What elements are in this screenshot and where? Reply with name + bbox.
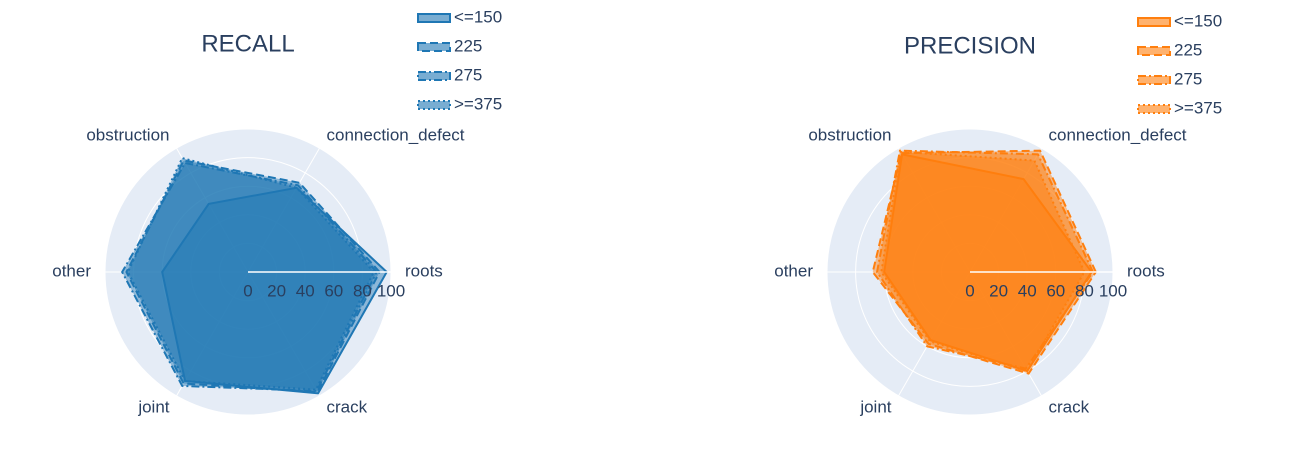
- radial-tick-label: 100: [377, 281, 405, 300]
- category-label: obstruction: [808, 126, 891, 145]
- legend-label: 225: [454, 36, 482, 55]
- category-label: connection_defect: [1049, 126, 1187, 145]
- radial-tick-label: 80: [353, 281, 372, 300]
- category-label: obstruction: [86, 126, 169, 145]
- radial-tick-label: 60: [1046, 281, 1065, 300]
- chart-title: RECALL: [201, 30, 294, 57]
- legend-swatch: [1137, 75, 1171, 85]
- category-label: other: [52, 261, 91, 280]
- legend-label: 275: [1174, 69, 1202, 88]
- angular-grid-line: [969, 271, 1042, 397]
- series-area: [880, 150, 1086, 373]
- radial-tick-label: 20: [267, 281, 286, 300]
- series-area: [875, 149, 1095, 370]
- series-area: [161, 186, 388, 395]
- angular-grid-line: [898, 271, 971, 397]
- category-label: other: [774, 261, 813, 280]
- radial-tick-label: 100: [1099, 281, 1127, 300]
- angular-grid-line: [247, 147, 320, 273]
- legend-swatch: [417, 71, 451, 81]
- legend-swatch: [417, 100, 451, 110]
- radial-tick-label: 0: [243, 281, 252, 300]
- legend-label: >=375: [454, 94, 502, 113]
- category-label: roots: [405, 261, 443, 280]
- chart-title: PRECISION: [904, 32, 1036, 59]
- legend-swatch: [417, 42, 451, 52]
- category-label: crack: [327, 397, 368, 416]
- series-area: [871, 149, 1097, 375]
- radial-tick-label: 20: [989, 281, 1008, 300]
- legend-swatch: [417, 13, 451, 23]
- angular-grid-line: [247, 271, 320, 397]
- angular-grid-line: [176, 271, 249, 397]
- legend-swatch: [1137, 17, 1171, 27]
- series-area: [126, 156, 376, 391]
- series-area: [883, 153, 1093, 373]
- radial-tick-label: 40: [1018, 281, 1037, 300]
- radial-tick-label: 40: [296, 281, 315, 300]
- category-label: joint: [859, 397, 891, 416]
- category-label: crack: [1049, 397, 1090, 416]
- angular-grid-line: [898, 147, 971, 273]
- series-area: [121, 161, 378, 392]
- category-label: joint: [137, 397, 169, 416]
- legend-label: 275: [454, 65, 482, 84]
- legend-label: >=375: [1174, 98, 1222, 117]
- radial-tick-label: 80: [1075, 281, 1094, 300]
- legend-label: 225: [1174, 40, 1202, 59]
- category-label: connection_defect: [327, 126, 465, 145]
- legend-swatch: [1137, 104, 1171, 114]
- legend-swatch: [1137, 46, 1171, 56]
- radial-tick-label: 60: [324, 281, 343, 300]
- category-label: roots: [1127, 261, 1165, 280]
- legend-label: <=150: [1174, 11, 1222, 30]
- angular-grid-line: [969, 147, 1042, 273]
- angular-grid-line: [176, 147, 249, 273]
- legend-label: <=150: [454, 7, 502, 26]
- series-area: [125, 159, 381, 394]
- radial-tick-label: 0: [965, 281, 974, 300]
